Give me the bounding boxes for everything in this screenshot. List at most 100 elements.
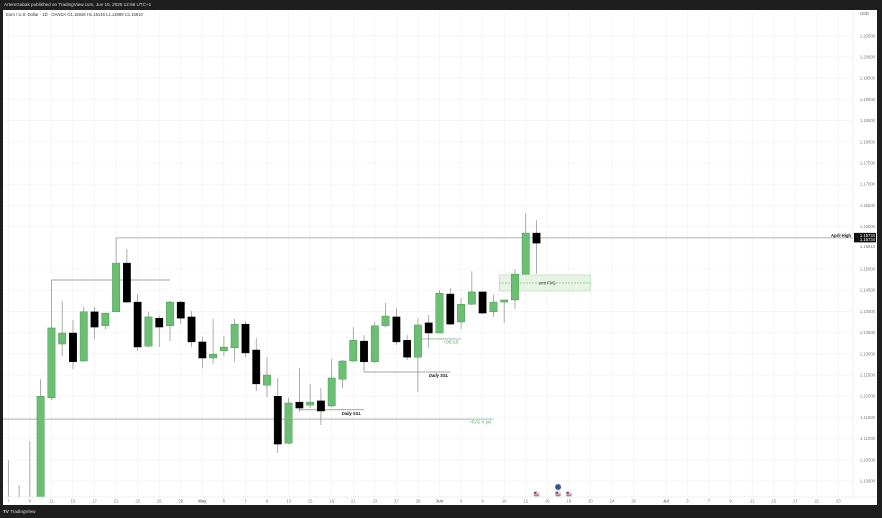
price-tick-label: 1.10500	[860, 457, 876, 462]
bearish-candle	[392, 316, 401, 343]
bearish-candle	[176, 301, 185, 319]
time-tick-label: 13	[286, 499, 291, 504]
bearish-candle	[317, 400, 325, 412]
bullish-candle	[284, 402, 293, 444]
time-tick-label: 29	[416, 499, 421, 504]
bullish-candle	[101, 312, 110, 327]
price-tick-label: 1.15000	[860, 267, 876, 272]
time-tick-label: 21	[814, 499, 819, 504]
last-price-label: 1.15610	[860, 244, 876, 249]
time-tick-label: 3	[686, 499, 689, 504]
bullish-candle	[47, 327, 56, 399]
price-tick-label: 1.16500	[860, 203, 876, 208]
bullish-candle	[230, 323, 239, 349]
time-tick-label: 4	[460, 499, 463, 504]
flag-stripe	[534, 493, 539, 495]
brand-name: TradingView	[10, 509, 36, 514]
flag-stars	[556, 485, 560, 489]
bearish-candle	[273, 396, 282, 445]
time-tick-label: 7	[708, 499, 711, 504]
price-tick-label: 1.19500	[860, 76, 876, 81]
footer-bar: TV TradingView	[0, 505, 882, 518]
price-tick-label: 1.14000	[860, 309, 876, 314]
time-tick-label: 6	[481, 499, 484, 504]
bearish-candle	[252, 349, 261, 385]
bearish-candle	[187, 316, 196, 343]
time-tick-label: 23	[135, 499, 140, 504]
price-tick-label: 1.10000	[860, 479, 876, 484]
bearish-candle	[122, 262, 131, 303]
price-tick-label: 1.13000	[860, 351, 876, 356]
time-tick-label: 17	[793, 499, 798, 504]
time-tick-label: 9	[266, 499, 269, 504]
time-tick-label: 27	[394, 499, 399, 504]
time-tick-label: 5	[223, 499, 226, 504]
bearish-candle	[424, 322, 433, 334]
time-tick-label: May	[198, 499, 207, 504]
price-tick-label: 1.17000	[860, 182, 876, 187]
chart-frame[interactable]	[3, 10, 877, 505]
bullish-candle	[219, 346, 228, 352]
bearish-candle	[446, 293, 455, 325]
us-flag-icon[interactable]	[533, 490, 540, 498]
bearish-candle	[155, 317, 164, 328]
time-tick-label: 20	[588, 499, 593, 504]
bullish-candle	[511, 273, 519, 301]
bullish-candle	[263, 374, 271, 386]
currency-label: USD	[860, 11, 869, 16]
flag-stripe	[555, 493, 561, 495]
flag-canton	[555, 491, 559, 494]
time-tick-label: 9	[729, 499, 732, 504]
price-tick-label: 1.19000	[860, 97, 876, 102]
bearish-candle	[198, 341, 207, 359]
bearish-candle	[295, 401, 304, 409]
price-tick-label: 1.20000	[860, 55, 876, 60]
us-flag-icon[interactable]	[554, 490, 562, 498]
bullish-candle	[166, 301, 174, 327]
publish-bar: ArtemGabak published on TradingView.com,…	[0, 0, 882, 10]
time-tick-label: 12	[523, 499, 528, 504]
daily-ssl-label: Daily SSL	[429, 373, 449, 378]
symbol-legend: Euro / U.S. Dollar · 1D · OANDA O1.15848…	[6, 12, 143, 17]
price-tick-label: 1.14500	[860, 288, 876, 293]
bullish-candle	[381, 315, 390, 327]
flag-stripe	[566, 495, 572, 497]
us-flag-icon[interactable]	[565, 490, 573, 498]
bullish-candle	[36, 396, 45, 497]
flag-stripe	[555, 495, 561, 497]
price-tick-label: 1.17500	[860, 161, 876, 166]
bearish-candle	[403, 340, 412, 358]
bearish-candle	[90, 311, 99, 328]
bullish-candle	[457, 303, 465, 323]
price-tick-label: 1.20500	[860, 33, 876, 38]
bullish-candle	[467, 291, 476, 305]
bearish-candle	[478, 291, 487, 314]
bullish-candle	[338, 360, 347, 380]
bullish-candle	[144, 316, 153, 347]
time-tick-label: 19	[329, 499, 334, 504]
time-tick-label: 11	[750, 499, 755, 504]
time-tick-label: 21	[114, 499, 119, 504]
price-tick-label: 1.12000	[860, 394, 876, 399]
time-tick-label: 17	[92, 499, 97, 504]
time-tick-label: 25	[157, 499, 162, 504]
time-tick-label: 7	[244, 499, 247, 504]
weekly-fvg-label: +FVG H (w)	[469, 420, 492, 425]
bullish-candle	[489, 301, 498, 313]
eu-flag-icon-circle	[554, 483, 562, 491]
bearish-candle	[69, 332, 77, 363]
time-tick-label: 26	[631, 499, 636, 504]
eu-flag-icon[interactable]	[554, 483, 562, 491]
bullish-candle	[209, 354, 218, 359]
time-tick-label: 21	[351, 499, 356, 504]
bullish-candle	[521, 232, 530, 275]
flag-stripe	[534, 495, 539, 497]
bullish-candle	[306, 401, 315, 406]
bearish-candle	[532, 232, 541, 244]
tradingview-logo[interactable]: TV	[3, 509, 11, 514]
time-tick-label: 10	[502, 499, 507, 504]
publish-info: ArtemGabak published on TradingView.com,…	[4, 2, 152, 7]
time-tick-label: 16	[545, 499, 550, 504]
time-tick-label: 15	[71, 499, 76, 504]
